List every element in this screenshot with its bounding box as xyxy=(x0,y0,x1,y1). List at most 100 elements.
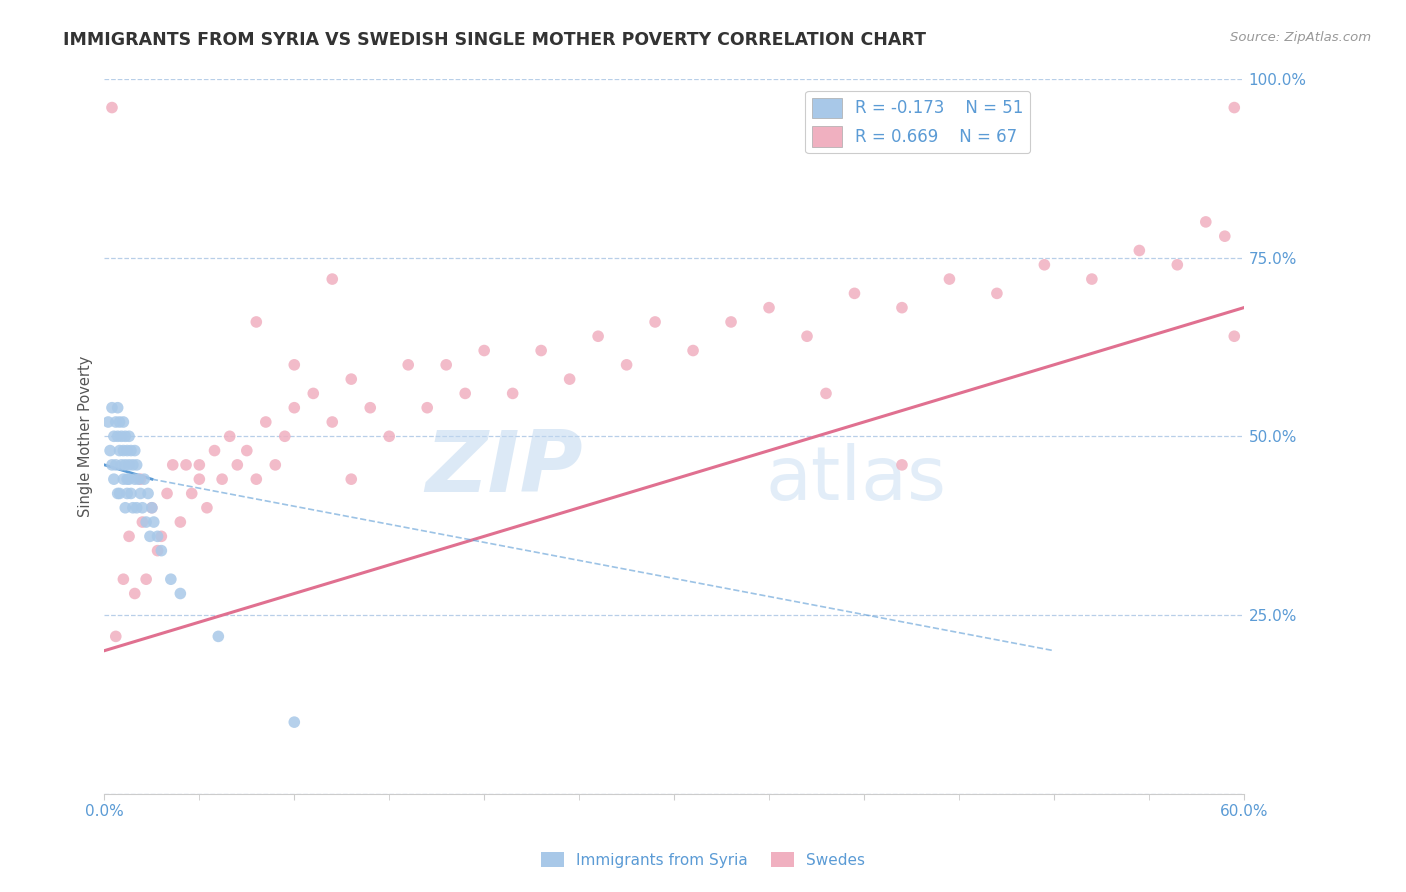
Point xyxy=(125,458,148,472)
Point xyxy=(118,458,141,472)
Point xyxy=(274,429,297,443)
Legend: R = -0.173    N = 51, R = 0.669    N = 67: R = -0.173 N = 51, R = 0.669 N = 67 xyxy=(806,91,1031,153)
Point xyxy=(121,458,143,472)
Point xyxy=(146,543,169,558)
Point xyxy=(1033,258,1056,272)
Point xyxy=(135,572,157,586)
Point xyxy=(720,315,742,329)
Point xyxy=(160,572,183,586)
Point xyxy=(146,529,169,543)
Point xyxy=(454,386,477,401)
Point xyxy=(110,458,132,472)
Point xyxy=(112,472,135,486)
Point xyxy=(131,515,153,529)
Point xyxy=(128,472,150,486)
Point xyxy=(118,429,141,443)
Point xyxy=(1166,258,1188,272)
Point xyxy=(115,472,138,486)
Point xyxy=(264,458,287,472)
Point xyxy=(218,429,240,443)
Point xyxy=(124,586,146,600)
Y-axis label: Single Mother Poverty: Single Mother Poverty xyxy=(79,356,93,517)
Point xyxy=(844,286,866,301)
Point xyxy=(1223,101,1246,115)
Point xyxy=(121,500,143,515)
Point xyxy=(1223,329,1246,343)
Point xyxy=(434,358,457,372)
Point xyxy=(644,315,666,329)
Point xyxy=(891,458,914,472)
Point xyxy=(814,386,837,401)
Point xyxy=(195,500,218,515)
Point xyxy=(101,101,124,115)
Point xyxy=(103,472,125,486)
Point xyxy=(114,500,136,515)
Point xyxy=(150,543,173,558)
Point xyxy=(204,443,226,458)
Point xyxy=(139,529,162,543)
Point xyxy=(616,358,638,372)
Point xyxy=(107,429,129,443)
Point xyxy=(169,586,191,600)
Point xyxy=(135,515,157,529)
Point xyxy=(97,415,120,429)
Point xyxy=(112,572,135,586)
Point xyxy=(107,486,129,500)
Point xyxy=(131,500,153,515)
Point xyxy=(129,472,152,486)
Point xyxy=(142,515,165,529)
Point xyxy=(169,515,191,529)
Point xyxy=(136,486,159,500)
Point xyxy=(396,358,419,372)
Point xyxy=(180,486,202,500)
Point xyxy=(283,358,305,372)
Point xyxy=(1195,215,1218,229)
Point xyxy=(758,301,780,315)
Point xyxy=(125,500,148,515)
Point xyxy=(283,401,305,415)
Point xyxy=(150,529,173,543)
Point xyxy=(472,343,495,358)
Point xyxy=(108,443,131,458)
Point xyxy=(104,458,127,472)
Point xyxy=(103,429,125,443)
Point xyxy=(321,415,343,429)
Point xyxy=(226,458,249,472)
Text: IMMIGRANTS FROM SYRIA VS SWEDISH SINGLE MOTHER POVERTY CORRELATION CHART: IMMIGRANTS FROM SYRIA VS SWEDISH SINGLE … xyxy=(63,31,927,49)
Point xyxy=(114,458,136,472)
Point xyxy=(245,472,267,486)
Point xyxy=(108,415,131,429)
Point xyxy=(796,329,818,343)
Point xyxy=(340,372,363,386)
Point xyxy=(586,329,609,343)
Text: ZIP: ZIP xyxy=(425,427,583,510)
Point xyxy=(530,343,553,358)
Point xyxy=(1081,272,1104,286)
Point xyxy=(378,429,401,443)
Point xyxy=(1128,244,1150,258)
Point xyxy=(98,443,121,458)
Point xyxy=(416,401,439,415)
Point xyxy=(207,629,229,643)
Point xyxy=(359,401,381,415)
Point xyxy=(134,472,156,486)
Text: atlas: atlas xyxy=(765,442,946,516)
Point xyxy=(104,415,127,429)
Point xyxy=(124,472,146,486)
Point xyxy=(101,401,124,415)
Point xyxy=(236,443,259,458)
Point xyxy=(114,429,136,443)
Point xyxy=(891,301,914,315)
Point xyxy=(110,429,132,443)
Point xyxy=(188,458,211,472)
Point xyxy=(101,458,124,472)
Point xyxy=(302,386,325,401)
Point xyxy=(211,472,233,486)
Point xyxy=(118,529,141,543)
Point xyxy=(115,486,138,500)
Point xyxy=(124,443,146,458)
Point xyxy=(108,486,131,500)
Point xyxy=(321,272,343,286)
Point xyxy=(112,415,135,429)
Point xyxy=(502,386,524,401)
